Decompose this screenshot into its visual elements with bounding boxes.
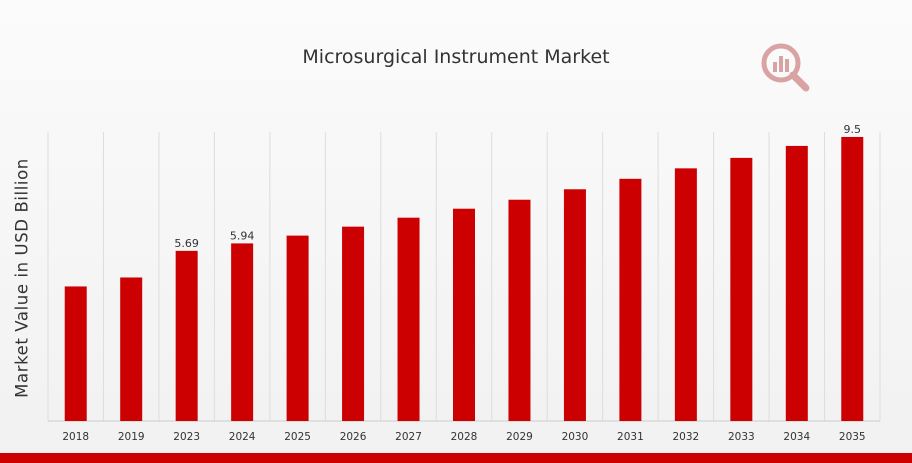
bar-2035 xyxy=(841,136,864,421)
data-labels: 5.69 5.94 9.5 xyxy=(174,123,861,250)
bar-2031 xyxy=(619,178,642,421)
x-tick-label: 2023 xyxy=(173,431,200,443)
bar-2019 xyxy=(120,277,143,421)
x-tick-label: 2028 xyxy=(451,431,478,443)
data-label-2035: 9.5 xyxy=(844,123,862,136)
bar-2023 xyxy=(175,250,198,421)
x-tick-label: 2034 xyxy=(783,431,810,443)
x-tick-label: 2026 xyxy=(340,431,367,443)
bar-2034 xyxy=(785,145,808,422)
x-tick-label: 2029 xyxy=(506,431,533,443)
x-tick-label: 2032 xyxy=(672,431,699,443)
bar-2025 xyxy=(286,235,309,421)
x-tick-label: 2024 xyxy=(229,431,256,443)
x-tick-label: 2030 xyxy=(562,431,589,443)
bar-2018 xyxy=(64,286,87,421)
x-tick-label: 2035 xyxy=(839,431,866,443)
bar-2026 xyxy=(342,226,365,421)
bar-2027 xyxy=(397,217,420,421)
bar-2024 xyxy=(231,243,254,421)
bar-2030 xyxy=(563,189,586,421)
x-tick-labels: 2018 2019 2023 2024 2025 2026 2027 2028 2029 2030… xyxy=(62,431,865,443)
bars xyxy=(64,136,864,422)
x-tick-label: 2033 xyxy=(728,431,755,443)
analytics-magnifier-logo-icon xyxy=(761,43,810,92)
x-tick-label: 2025 xyxy=(284,431,311,443)
bar-2032 xyxy=(674,168,697,421)
bar-2033 xyxy=(730,157,753,421)
data-label-2023: 5.69 xyxy=(174,237,199,250)
x-tick-label: 2031 xyxy=(617,431,644,443)
data-label-2024: 5.94 xyxy=(230,229,255,242)
chart-title: Microsurgical Instrument Market xyxy=(302,46,610,68)
bottom-accent-bar xyxy=(0,453,912,463)
x-tick-label: 2018 xyxy=(62,431,89,443)
bar-2029 xyxy=(508,199,531,421)
x-tick-label: 2019 xyxy=(118,431,145,443)
x-tick-label: 2027 xyxy=(395,431,422,443)
bar-2028 xyxy=(453,208,475,421)
